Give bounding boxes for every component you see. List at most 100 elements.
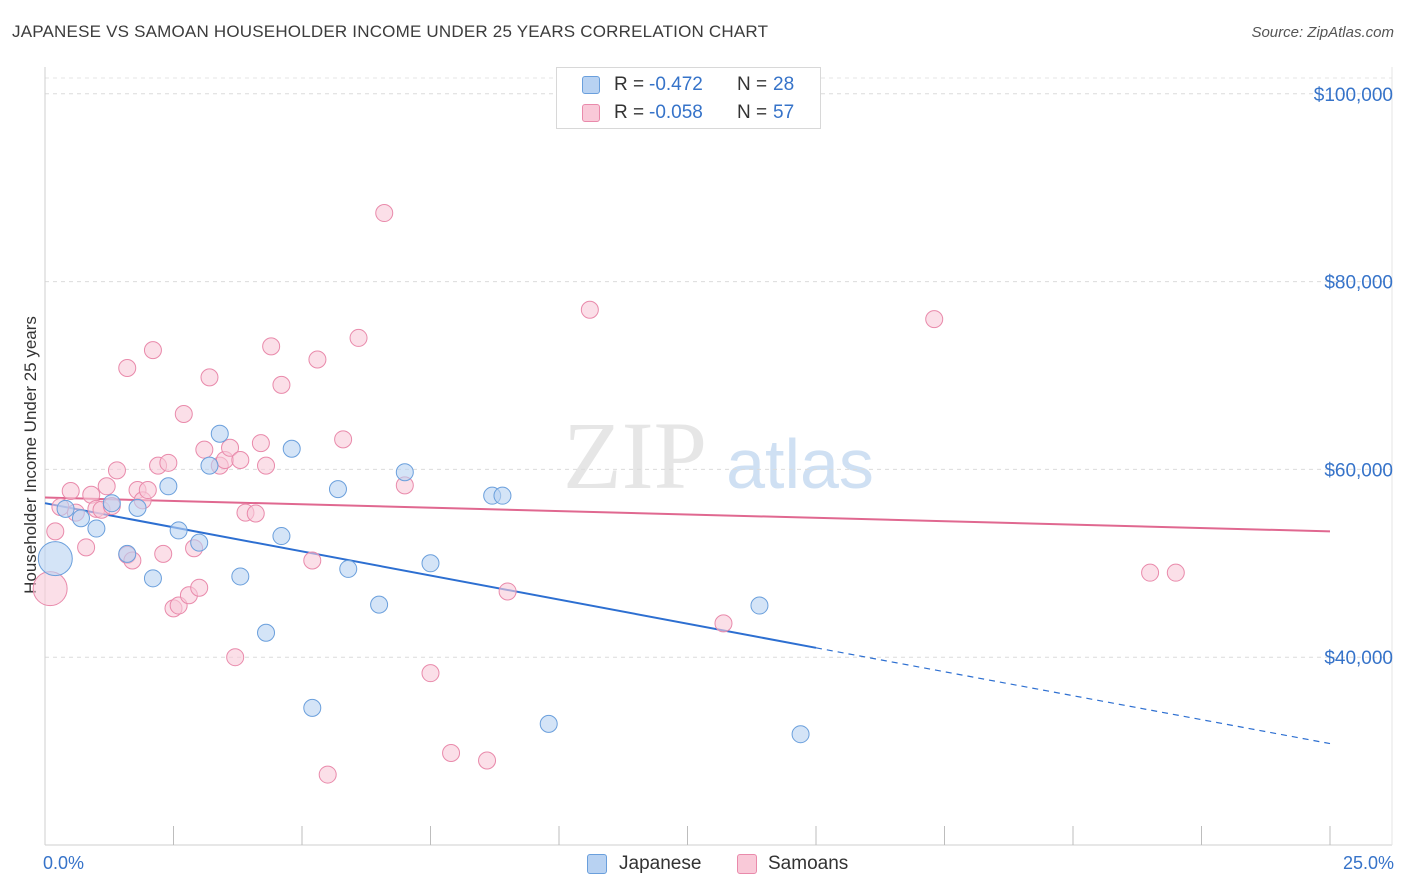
point-samoans — [195, 440, 214, 459]
point-japanese — [210, 424, 229, 443]
point-samoans — [272, 375, 291, 394]
x-tick-label-min: 0.0% — [43, 853, 84, 873]
point-japanese — [169, 521, 188, 540]
point-samoans — [159, 453, 178, 472]
legend-swatch-japanese[interactable] — [587, 854, 607, 874]
data-points — [32, 204, 1185, 784]
point-japanese — [190, 533, 209, 552]
point-japanese — [102, 494, 121, 513]
stats-legend: R = -0.472 N = 28 R = -0.058 N = 57 — [556, 67, 821, 129]
point-japanese — [282, 439, 301, 458]
point-samoans — [251, 434, 270, 453]
point-samoans — [925, 310, 944, 329]
point-samoans — [46, 522, 65, 541]
point-japanese — [118, 544, 137, 563]
point-samoans — [334, 430, 353, 449]
point-japanese — [539, 714, 558, 733]
point-samoans — [97, 477, 116, 496]
stats-row-japanese: R = -0.472 N = 28 — [557, 72, 820, 100]
point-japanese — [231, 567, 250, 586]
x-tick-label-max: 25.0% — [1343, 853, 1394, 873]
watermark: ZIP atlas — [563, 402, 874, 509]
point-samoans — [226, 648, 245, 667]
point-japanese — [791, 725, 810, 744]
point-samoans — [174, 404, 193, 423]
point-samoans — [32, 571, 68, 607]
point-samoans — [262, 337, 281, 356]
point-japanese — [200, 456, 219, 475]
point-samoans — [442, 743, 461, 762]
point-japanese — [71, 509, 90, 528]
tick-labels: $40,000 $60,000 $80,000 $100,000 0.0% 25.0% — [43, 85, 1394, 873]
point-japanese — [143, 569, 162, 588]
point-japanese — [750, 596, 769, 615]
point-samoans — [138, 481, 157, 500]
point-samoans — [221, 438, 240, 457]
trend-line-japanese-extension — [815, 647, 1331, 745]
point-samoans — [107, 461, 126, 480]
stats-n-label: N = — [737, 102, 768, 123]
point-japanese — [37, 541, 73, 577]
point-samoans — [1141, 563, 1160, 582]
y-tick-label: $40,000 — [1324, 648, 1393, 669]
point-samoans — [478, 751, 497, 770]
point-japanese — [159, 477, 178, 496]
point-japanese — [328, 480, 347, 499]
point-samoans — [318, 765, 337, 784]
point-japanese — [56, 499, 75, 518]
point-samoans — [246, 504, 265, 523]
point-samoans — [118, 358, 137, 377]
stats-n-value: 57 — [773, 102, 795, 123]
point-samoans — [190, 578, 209, 597]
point-japanese — [257, 623, 276, 642]
legend-label-samoans[interactable]: Samoans — [768, 853, 849, 874]
trend-lines — [44, 496, 1331, 745]
point-samoans — [349, 328, 368, 347]
point-samoans — [308, 350, 327, 369]
point-japanese — [272, 527, 291, 546]
point-japanese — [128, 498, 147, 517]
point-samoans — [303, 551, 322, 570]
point-samoans — [231, 451, 250, 469]
axes — [44, 67, 1393, 846]
point-samoans — [154, 544, 173, 563]
stats-r-label: R = — [614, 102, 645, 123]
point-samoans — [61, 481, 80, 500]
stats-r-value: -0.058 — [649, 102, 703, 123]
y-tick-label: $100,000 — [1314, 85, 1393, 106]
point-japanese — [339, 559, 358, 578]
point-japanese — [303, 698, 322, 717]
stats-row-samoans: R = -0.058 N = 57 — [557, 100, 820, 128]
grid — [45, 77, 1392, 658]
trend-line-samoans — [44, 496, 1331, 533]
source-label: Source: ZipAtlas.com — [1251, 24, 1394, 41]
stats-r-value: -0.472 — [649, 74, 703, 95]
point-japanese — [87, 519, 106, 538]
point-samoans — [77, 538, 96, 557]
point-samoans — [200, 368, 219, 387]
watermark-atlas: atlas — [726, 425, 874, 503]
bottom-legend: Japanese Samoans — [0, 852, 1406, 878]
y-tick-label: $80,000 — [1324, 273, 1393, 294]
point-samoans — [580, 300, 599, 319]
point-samoans — [257, 456, 276, 475]
legend-label-japanese[interactable]: Japanese — [619, 853, 702, 874]
point-japanese — [395, 463, 414, 482]
point-samoans — [498, 582, 517, 601]
point-samoans — [714, 614, 733, 633]
stats-r-label: R = — [614, 74, 645, 95]
y-tick-label: $60,000 — [1324, 460, 1393, 481]
point-samoans — [421, 664, 440, 683]
chart-title: JAPANESE VS SAMOAN HOUSEHOLDER INCOME UN… — [12, 22, 769, 41]
point-samoans — [143, 341, 162, 360]
stats-swatch-samoans — [582, 104, 600, 122]
stats-n-label: N = — [737, 74, 768, 95]
point-japanese — [421, 554, 440, 573]
point-japanese — [493, 486, 512, 505]
point-samoans — [375, 204, 394, 223]
legend-swatch-samoans[interactable] — [737, 854, 757, 874]
stats-swatch-japanese — [582, 76, 600, 94]
point-japanese — [370, 595, 389, 614]
point-samoans — [1166, 563, 1185, 582]
